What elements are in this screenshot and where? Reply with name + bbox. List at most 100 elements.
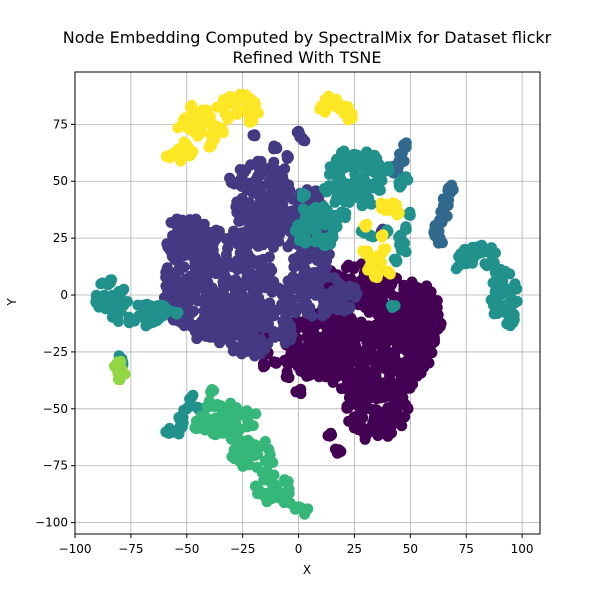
data-point — [375, 418, 387, 430]
data-point — [309, 236, 321, 248]
data-point — [300, 322, 312, 334]
data-point — [508, 283, 520, 295]
data-point — [310, 277, 322, 289]
data-point — [235, 435, 247, 447]
data-point — [400, 221, 412, 233]
data-point — [304, 357, 316, 369]
data-point — [374, 184, 386, 196]
data-point — [479, 258, 491, 270]
data-point — [347, 343, 359, 355]
data-point — [327, 231, 339, 243]
data-point — [253, 160, 265, 172]
data-point — [368, 166, 380, 178]
data-point — [115, 369, 127, 381]
data-point — [248, 258, 260, 270]
data-point — [263, 221, 275, 233]
data-point — [214, 337, 226, 349]
data-point — [376, 231, 388, 243]
data-point — [329, 272, 341, 284]
data-point — [402, 361, 414, 373]
data-point — [280, 298, 291, 310]
data-point — [259, 487, 271, 499]
data-point — [354, 176, 365, 188]
data-point — [222, 235, 234, 247]
data-point — [508, 314, 520, 326]
data-point — [180, 305, 192, 317]
data-point — [175, 149, 187, 161]
data-point — [354, 400, 366, 412]
data-point — [248, 286, 260, 298]
data-point — [191, 328, 203, 340]
data-point — [207, 119, 219, 131]
x-tick-label: 50 — [403, 542, 418, 556]
data-point — [144, 317, 156, 329]
data-point — [282, 241, 294, 253]
data-point — [266, 201, 278, 213]
x-axis-label: X — [303, 563, 311, 577]
data-point — [250, 104, 262, 116]
data-point — [400, 344, 412, 356]
data-point — [211, 320, 222, 332]
data-point — [277, 315, 289, 327]
data-point — [418, 361, 430, 373]
data-point — [296, 191, 308, 203]
data-point — [279, 286, 290, 298]
data-point — [235, 227, 247, 239]
data-point — [369, 365, 381, 377]
data-point — [201, 400, 213, 412]
data-point — [294, 131, 306, 143]
data-point — [299, 508, 311, 520]
data-point — [377, 243, 389, 255]
y-axis-label: Y — [5, 298, 19, 307]
data-point — [219, 406, 231, 418]
data-point — [359, 433, 371, 445]
data-point — [397, 298, 409, 310]
data-point — [200, 287, 212, 299]
data-point — [279, 163, 291, 175]
data-point — [129, 315, 141, 327]
data-point — [249, 129, 261, 141]
x-tick-label: 100 — [511, 542, 534, 556]
data-point — [339, 314, 350, 325]
data-point — [204, 267, 216, 279]
data-point — [116, 285, 128, 297]
data-point — [319, 240, 331, 252]
data-point — [313, 340, 325, 352]
data-point — [211, 101, 223, 113]
data-point — [329, 443, 341, 455]
data-point — [304, 302, 316, 314]
data-point — [301, 219, 313, 231]
data-point — [232, 254, 244, 266]
data-point — [456, 258, 468, 270]
data-point — [279, 474, 291, 486]
data-point — [378, 391, 390, 403]
data-point — [490, 297, 502, 309]
data-point — [203, 246, 215, 258]
data-point — [244, 277, 256, 289]
data-point — [293, 250, 305, 262]
data-point — [382, 161, 394, 173]
data-point — [183, 223, 194, 235]
x-tick-label: −100 — [59, 542, 92, 556]
data-point — [325, 293, 337, 305]
data-point — [394, 239, 406, 251]
data-point — [300, 232, 312, 244]
data-point — [231, 109, 243, 120]
data-point — [328, 182, 340, 194]
data-point — [250, 408, 262, 420]
data-point — [198, 305, 210, 317]
data-point — [392, 339, 403, 351]
data-point — [263, 176, 275, 188]
data-point — [195, 127, 207, 139]
data-point — [395, 387, 407, 399]
data-point — [371, 427, 383, 439]
point-series-5 — [109, 355, 131, 386]
data-point — [428, 312, 440, 324]
data-point — [258, 439, 270, 451]
data-point — [105, 277, 116, 289]
data-point — [269, 357, 281, 368]
data-point — [399, 307, 411, 319]
data-point — [233, 311, 245, 323]
axis-ticks: −100 −75 −50 −25 0 25 50 75 100 −100 −75 −50 −25 0 25 5… — [35, 117, 534, 556]
data-point — [249, 450, 261, 462]
